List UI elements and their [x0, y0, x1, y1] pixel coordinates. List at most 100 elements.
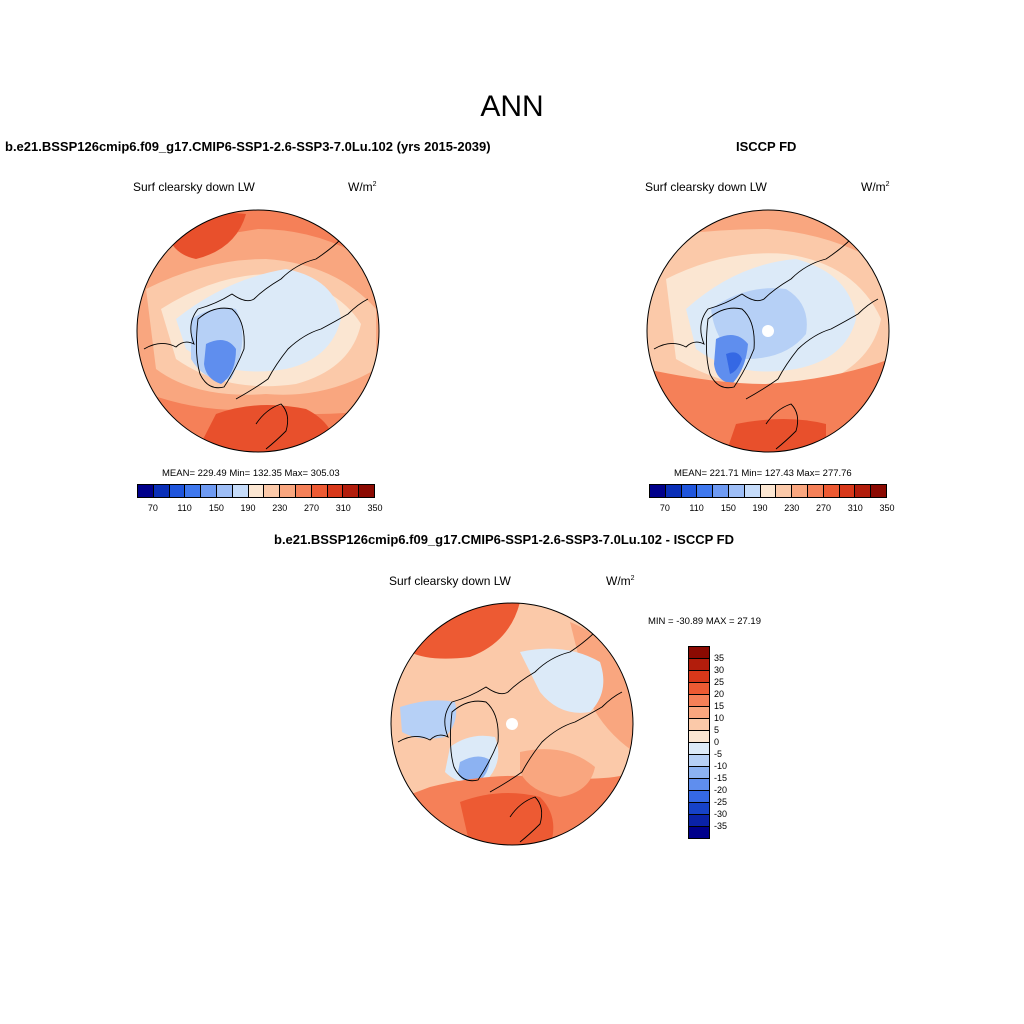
colorbar-swatch	[327, 485, 344, 497]
colorbar-swatch	[728, 485, 745, 497]
figure-title: ANN	[480, 90, 544, 123]
colorbar-tick-label: 230	[272, 503, 288, 513]
colorbar-tick-label: 25	[714, 677, 725, 687]
colorbar-swatch	[201, 485, 217, 497]
colorbar-swatch	[776, 485, 793, 497]
diff-variable-label: Surf clearsky down LW	[389, 574, 511, 588]
colorbar-swatch	[689, 671, 709, 683]
colorbar-swatch	[713, 485, 729, 497]
colorbar-tick-label: 20	[714, 689, 725, 699]
colorbar-swatch	[153, 485, 170, 497]
model-coastline-scandinavia	[255, 403, 289, 450]
colorbar-swatch	[792, 485, 808, 497]
colorbar-swatch	[689, 779, 709, 791]
colorbar-swatch	[871, 485, 886, 497]
colorbar-swatch	[689, 767, 709, 779]
colorbar-tick-label: 230	[784, 503, 800, 513]
model-colorbar	[137, 484, 375, 498]
obs-colorbar-ticks: 70 110 150 190 230 270 310 350	[649, 503, 895, 515]
model-warm-south	[196, 405, 336, 452]
model-greenland-mid	[204, 340, 236, 384]
colorbar-swatch	[689, 683, 709, 695]
colorbar-tick-label: 10	[714, 713, 725, 723]
colorbar-swatch	[855, 485, 872, 497]
obs-greenland-deep	[726, 352, 742, 374]
obs-pole-gap	[762, 325, 774, 337]
colorbar-tick-label: 5	[714, 725, 720, 735]
model-panel-title: b.e21.BSSP126cmip6.f09_g17.CMIP6-SSP1-2.…	[5, 139, 491, 154]
colorbar-swatch	[689, 815, 709, 827]
colorbar-tick-label: 70	[147, 503, 158, 513]
colorbar-tick-label: -25	[714, 797, 728, 807]
model-coastline-eurasia	[235, 298, 369, 400]
colorbar-tick-label: 350	[367, 503, 383, 513]
colorbar-tick-label: 110	[177, 503, 192, 513]
colorbar-swatch	[232, 485, 249, 497]
obs-colorbar	[649, 484, 887, 498]
diff-warm-south-dark	[460, 793, 554, 845]
colorbar-swatch	[689, 719, 709, 731]
colorbar-swatch	[295, 485, 312, 497]
colorbar-swatch	[665, 485, 682, 497]
colorbar-tick-label: 270	[304, 503, 320, 513]
colorbar-swatch	[138, 485, 154, 497]
diff-colorbar-ticks: 35 30 25 20 15 10 5 0 -5 -10 -15 -20 -25 -30 -35	[714, 646, 754, 846]
model-stats: MEAN= 229.49 Min= 132.35 Max= 305.03	[162, 468, 340, 479]
diff-cool-mid-greenland	[458, 756, 490, 784]
obs-coastline-scandinavia	[765, 403, 799, 450]
obs-variable-label: Surf clearsky down LW	[645, 180, 767, 194]
colorbar-swatch	[689, 707, 709, 719]
colorbar-tick-label: 110	[689, 503, 704, 513]
diff-panel-title: b.e21.BSSP126cmip6.f09_g17.CMIP6-SSP1-2.…	[274, 532, 735, 547]
obs-warm-southeast	[726, 419, 826, 452]
colorbar-swatch	[169, 485, 186, 497]
colorbar-swatch	[689, 695, 709, 707]
obs-coastline-greenland	[705, 307, 755, 389]
obs-coastline-na	[653, 238, 852, 350]
colorbar-swatch	[689, 659, 709, 671]
colorbar-swatch	[216, 485, 233, 497]
colorbar-swatch	[689, 647, 709, 659]
colorbar-tick-label: 150	[208, 503, 224, 513]
obs-warm-south	[647, 359, 889, 452]
colorbar-tick-label: 270	[816, 503, 832, 513]
colorbar-tick-label: 70	[659, 503, 670, 513]
colorbar-swatch	[689, 791, 709, 803]
colorbar-tick-label: -15	[714, 773, 728, 783]
colorbar-swatch	[311, 485, 328, 497]
colorbar-tick-label: 30	[714, 665, 725, 675]
colorbar-tick-label: -35	[714, 821, 728, 831]
model-variable-label: Surf clearsky down LW	[133, 180, 255, 194]
diff-colorbar	[688, 646, 710, 839]
colorbar-tick-label: 190	[240, 503, 256, 513]
colorbar-swatch	[248, 485, 265, 497]
diff-coastline-scandinavia	[509, 796, 543, 843]
colorbar-swatch	[823, 485, 840, 497]
colorbar-swatch	[689, 803, 709, 815]
colorbar-tick-label: 0	[714, 737, 720, 747]
colorbar-swatch	[697, 485, 714, 497]
diff-coastline-greenland	[449, 700, 499, 782]
model-colorbar-ticks: 70 110 150 190 230 270 310 350	[137, 503, 383, 515]
diff-coastline-eurasia	[489, 691, 623, 793]
colorbar-swatch	[681, 485, 698, 497]
colorbar-swatch	[689, 743, 709, 755]
colorbar-swatch	[280, 485, 296, 497]
colorbar-tick-label: 15	[714, 701, 725, 711]
colorbar-swatch	[744, 485, 761, 497]
obs-panel-title: ISCCP FD	[736, 139, 797, 154]
colorbar-swatch	[650, 485, 666, 497]
colorbar-swatch	[807, 485, 824, 497]
diff-cool-pale-east	[520, 648, 604, 713]
model-coastline-na	[143, 238, 342, 350]
colorbar-swatch	[689, 827, 709, 838]
model-coastline-greenland	[195, 307, 245, 389]
obs-stats: MEAN= 221.71 Min= 127.43 Max= 277.76	[674, 468, 852, 479]
diff-units-label: W/m2	[606, 574, 635, 588]
diff-cool-light-west	[400, 700, 457, 739]
colorbar-swatch	[264, 485, 281, 497]
colorbar-tick-label: -5	[714, 749, 723, 759]
colorbar-tick-label: 150	[720, 503, 736, 513]
colorbar-tick-label: 310	[847, 503, 863, 513]
colorbar-tick-label: -10	[714, 761, 728, 771]
